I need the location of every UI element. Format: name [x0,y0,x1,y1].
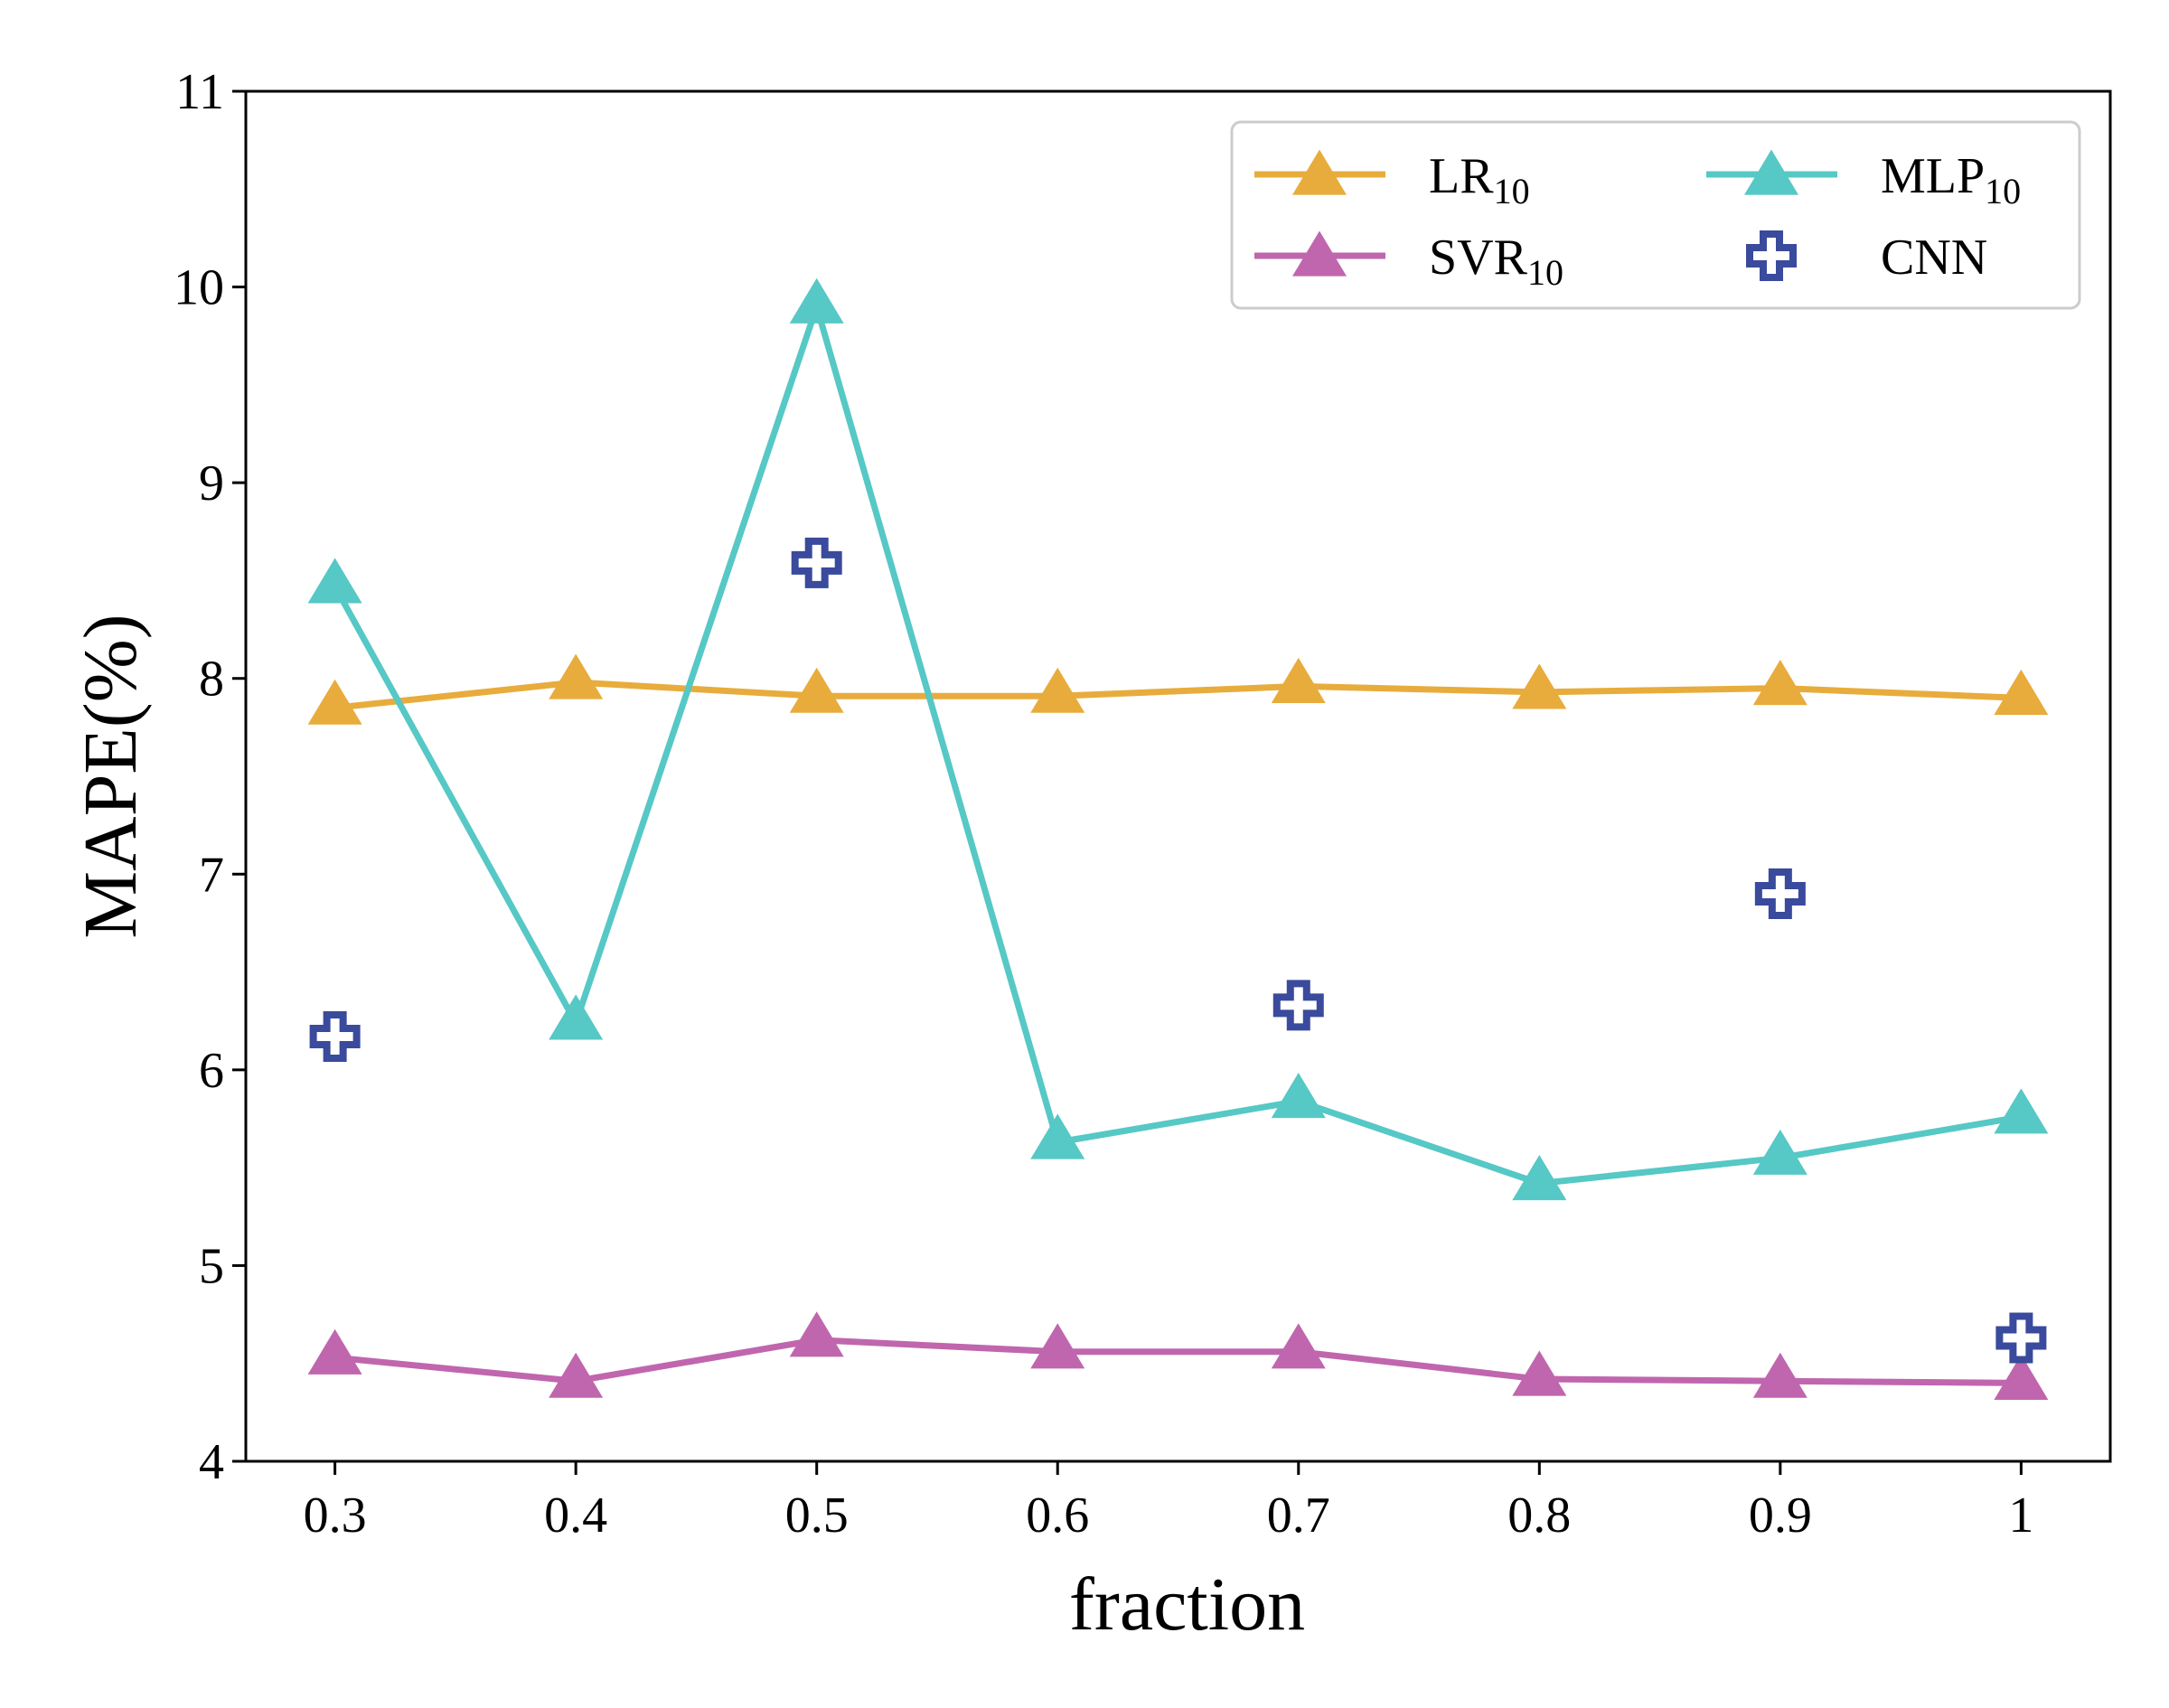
data-point-cnn-6 [1754,868,1806,919]
data-point-lr-2 [789,667,844,713]
x-tick-label: 0.5 [785,1487,849,1544]
x-tick-label: 0.9 [1749,1487,1812,1544]
legend-label-name-lr: LR [1429,148,1494,204]
legend-label-lr: LR10 [1429,148,1530,211]
data-point-mlp-4 [1271,1073,1326,1119]
y-tick-label: 11 [175,64,224,120]
data-point-lr-5 [1512,663,1567,709]
data-point-mlp-6 [1752,1129,1808,1175]
y-tick-label: 4 [199,1434,224,1490]
data-point-mlp-2 [789,277,844,324]
legend-item-svr: SVR10 [1254,230,1563,293]
series-svr [307,1311,2049,1400]
data-point-cnn-2 [791,537,842,588]
data-point-mlp-7 [1994,1088,2049,1134]
legend-label-sub-lr: 10 [1494,171,1530,211]
data-point-cnn-7 [1995,1312,2047,1364]
x-axis-label: fraction [1069,1563,1305,1647]
series-line-lr [332,679,2024,711]
data-point-svr-2 [789,1311,844,1357]
y-tick-label: 8 [199,652,224,708]
data-point-svr-3 [1030,1323,1085,1369]
legend-label-svr: SVR10 [1429,230,1563,293]
x-tick-label: 0.3 [304,1487,367,1544]
data-point-svr-1 [549,1352,604,1398]
legend-label-sub-mlp: 10 [1985,171,2021,211]
x-tick-label: 0.4 [544,1487,607,1544]
data-point-mlp-0 [307,558,362,604]
data-point-lr-4 [1271,657,1326,703]
data-point-lr-7 [1994,669,2049,715]
legend-item-mlp: MLP10 [1706,148,2021,211]
data-point-svr-5 [1512,1350,1567,1396]
legend-label-name-mlp: MLP [1881,148,1985,204]
y-axis-label: MAPE(%) [69,614,153,938]
legend-label-name-svr: SVR [1429,230,1528,286]
legend-label-cnn: CNN [1881,230,1987,286]
legend-label-sub-svr: 10 [1527,252,1563,293]
y-tick-label: 7 [199,847,224,903]
y-tick-label: 5 [199,1238,224,1294]
legend-marker-cnn [1746,230,1797,281]
data-point-cnn-4 [1272,980,1324,1031]
legend-item-cnn: CNN [1746,230,1987,286]
series-lr [307,653,2049,725]
y-tick-label: 6 [199,1043,224,1099]
legend-box [1230,120,2081,310]
y-tick-label: 10 [174,260,224,316]
data-point-svr-6 [1752,1352,1808,1398]
series-line-svr [332,1337,2024,1386]
data-point-cnn-0 [309,1011,361,1063]
data-point-lr-6 [1752,660,1808,706]
series-cnn [309,537,2047,1364]
legend-marker-svr [1292,230,1347,277]
series-line-mlp [332,303,2024,1187]
legend-label-name-cnn: CNN [1881,230,1987,286]
data-point-lr-0 [307,679,362,725]
x-tick-label: 0.8 [1507,1487,1571,1544]
data-point-lr-1 [549,653,604,699]
data-point-mlp-3 [1030,1113,1085,1159]
series-mlp [307,277,2049,1201]
data-point-mlp-5 [1512,1154,1567,1201]
data-point-lr-3 [1030,667,1085,713]
data-point-svr-7 [1994,1354,2049,1400]
data-point-mlp-1 [549,994,604,1040]
legend-marker-lr [1292,149,1347,195]
data-point-svr-0 [307,1328,362,1375]
x-tick-label: 1 [2008,1487,2033,1544]
y-tick-label: 9 [199,455,224,511]
legend-label-mlp: MLP10 [1881,148,2021,211]
x-tick-label: 0.6 [1026,1487,1089,1544]
x-tick-label: 0.7 [1267,1487,1330,1544]
legend-item-lr: LR10 [1254,148,1530,211]
plot-frame [244,89,2112,1463]
data-point-svr-4 [1271,1323,1326,1369]
legend-marker-mlp [1744,149,1798,195]
